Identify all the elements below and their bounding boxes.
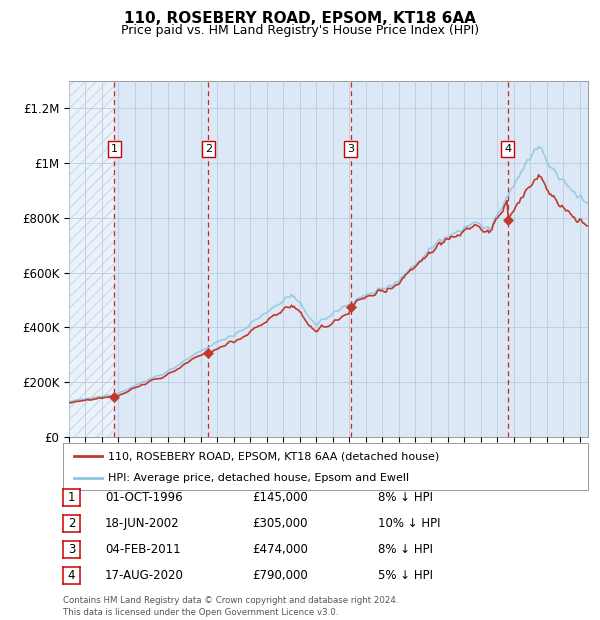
Text: 110, ROSEBERY ROAD, EPSOM, KT18 6AA (detached house): 110, ROSEBERY ROAD, EPSOM, KT18 6AA (det… [107,451,439,461]
Text: 2: 2 [205,144,212,154]
Text: 5% ↓ HPI: 5% ↓ HPI [378,569,433,582]
Text: 110, ROSEBERY ROAD, EPSOM, KT18 6AA: 110, ROSEBERY ROAD, EPSOM, KT18 6AA [124,11,476,26]
Text: 8% ↓ HPI: 8% ↓ HPI [378,491,433,503]
Bar [69,81,115,437]
Text: Contains HM Land Registry data © Crown copyright and database right 2024.
This d: Contains HM Land Registry data © Crown c… [63,596,398,617]
Text: 1: 1 [68,491,75,503]
Text: HPI: Average price, detached house, Epsom and Ewell: HPI: Average price, detached house, Epso… [107,473,409,483]
Text: 1: 1 [111,144,118,154]
Text: 3: 3 [68,543,75,556]
Text: £145,000: £145,000 [252,491,308,503]
Text: 3: 3 [347,144,354,154]
Text: 8% ↓ HPI: 8% ↓ HPI [378,543,433,556]
Text: 4: 4 [504,144,511,154]
Text: 18-JUN-2002: 18-JUN-2002 [105,517,179,529]
Text: 04-FEB-2011: 04-FEB-2011 [105,543,181,556]
Text: 17-AUG-2020: 17-AUG-2020 [105,569,184,582]
Text: 2: 2 [68,517,75,529]
Text: £305,000: £305,000 [252,517,308,529]
Text: £474,000: £474,000 [252,543,308,556]
Text: 01-OCT-1996: 01-OCT-1996 [105,491,182,503]
Text: 10% ↓ HPI: 10% ↓ HPI [378,517,440,529]
Text: Price paid vs. HM Land Registry's House Price Index (HPI): Price paid vs. HM Land Registry's House … [121,24,479,37]
Text: £790,000: £790,000 [252,569,308,582]
Text: 4: 4 [68,569,75,582]
